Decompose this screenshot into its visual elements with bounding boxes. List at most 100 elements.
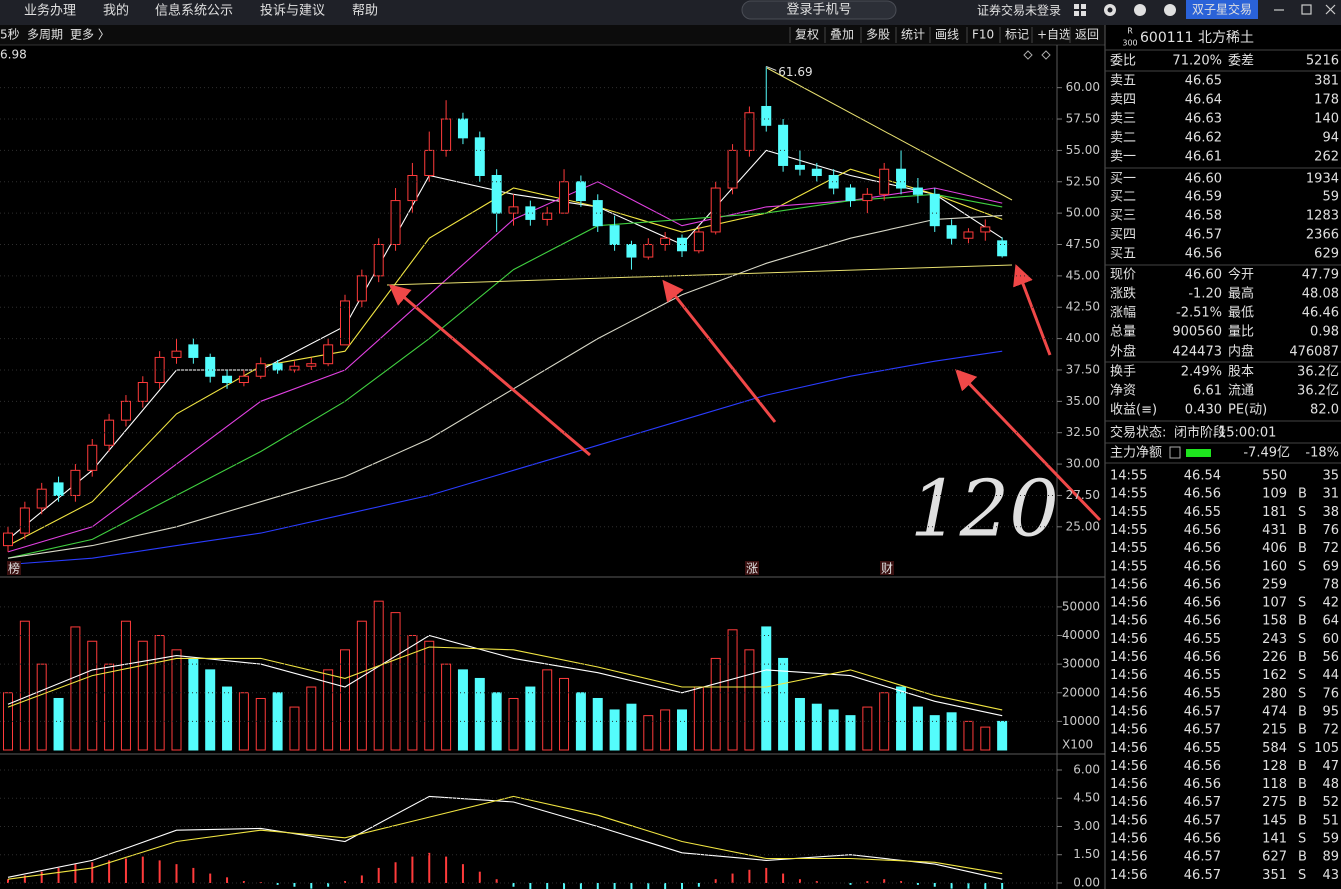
book-label: 买四 (1110, 228, 1136, 243)
tick-price: 46.56 (1184, 759, 1221, 774)
menu-item[interactable]: 帮助 (352, 4, 378, 19)
toolbar-button[interactable]: 复权 (795, 28, 819, 42)
event-marker: 涨 (746, 561, 758, 576)
macd-bar (546, 882, 549, 889)
indicator-label: 6.98 (0, 48, 27, 62)
toolbar-button[interactable]: +自选 (1037, 28, 1071, 42)
candle-body (222, 375, 233, 384)
window-controls[interactable] (1274, 4, 1336, 15)
stat-value: 900560 (1172, 325, 1222, 340)
candle-body (946, 225, 957, 239)
toolbar-button[interactable]: F10 (972, 28, 994, 42)
volume-bar (727, 629, 738, 751)
tick-count: 56 (1322, 650, 1339, 665)
book-label: 买三 (1110, 209, 1136, 224)
toolbar-button[interactable]: 标记 (1005, 28, 1029, 42)
candle-body (137, 382, 148, 402)
ratio-value: 5216 (1306, 54, 1339, 69)
tick-volume: 109 (1262, 487, 1287, 502)
tick-count: 59 (1322, 832, 1339, 847)
stat-label: 外盘 (1110, 344, 1136, 360)
book-label: 卖二 (1110, 131, 1136, 146)
toolbar-button[interactable]: 叠加 (830, 28, 854, 42)
y-tick-label: 55.00 (1066, 143, 1100, 157)
tick-price: 46.56 (1184, 523, 1221, 538)
tick-price: 46.55 (1184, 632, 1221, 647)
stock-code: 600111 (1140, 30, 1193, 46)
moving-average (7, 168, 1003, 547)
toolbar-button[interactable]: 画线 (935, 28, 959, 42)
flow-value: -7.49亿 (1243, 446, 1290, 461)
volume-bar (609, 709, 620, 751)
candle-body (963, 231, 974, 239)
toolbar-item[interactable]: 5秒 (0, 28, 20, 42)
tick-price: 46.56 (1184, 650, 1221, 665)
volume-bar (896, 686, 907, 751)
volume-bar (643, 715, 654, 751)
tick-volume: 627 (1262, 850, 1287, 865)
stat-label: 换手 (1110, 365, 1136, 380)
volume-bar (222, 686, 233, 751)
stat-value: -2.51% (1176, 306, 1222, 321)
menu-item[interactable]: 投诉与建议 (260, 3, 325, 19)
tick-time: 14:56 (1110, 704, 1147, 719)
login-status[interactable]: 证券交易未登录 (977, 3, 1061, 18)
trade-button-bg[interactable] (1186, 0, 1258, 19)
candle-body (660, 237, 671, 245)
stat-value: 82.0 (1310, 403, 1339, 418)
tick-price: 46.56 (1184, 559, 1221, 574)
menu-item[interactable]: 信息系统公示 (155, 3, 233, 19)
volume-bar (457, 669, 468, 751)
book-label: 买二 (1110, 190, 1136, 205)
stat-label: 股本 (1228, 365, 1254, 380)
book-volume: 381 (1314, 74, 1339, 89)
toolbar-item[interactable]: 多周期 (27, 28, 63, 42)
toolbar-button[interactable]: 返回 (1075, 28, 1099, 42)
login-button-bg[interactable] (741, 0, 897, 20)
tick-count: 42 (1322, 596, 1339, 611)
stat-label: 内盘 (1228, 344, 1254, 360)
tick-side: B (1298, 704, 1307, 719)
macd-bar (697, 882, 700, 887)
menu-item[interactable]: 业务办理 (24, 3, 76, 19)
volume-bar (36, 663, 47, 751)
candle-body (424, 149, 435, 176)
tick-side: S (1298, 505, 1306, 520)
y-tick-label: 42.50 (1066, 300, 1100, 314)
candle-body (340, 300, 350, 346)
toolbar-button[interactable]: 多股 (866, 28, 890, 42)
y-tick-label: 25.00 (1066, 519, 1100, 533)
trade-button[interactable]: 双子星交易 (1192, 2, 1252, 17)
menu-item[interactable]: 我的 (103, 3, 129, 19)
tick-count: 35 (1322, 469, 1339, 484)
macd-bar (731, 873, 734, 883)
candle-body (980, 226, 991, 233)
tick-side: S (1298, 741, 1306, 756)
tick-time: 14:56 (1110, 723, 1147, 738)
tick-count: 47 (1322, 759, 1339, 774)
volume-bar (912, 706, 923, 751)
tick-time: 14:56 (1110, 868, 1147, 883)
tick-time: 14:56 (1110, 795, 1147, 810)
macd-bar (478, 871, 481, 883)
tick-time: 14:56 (1110, 850, 1147, 865)
macd-bar (377, 867, 380, 883)
y-tick-label: 50000 (1062, 599, 1100, 613)
pane-icons[interactable] (1023, 50, 1051, 60)
macd-line (7, 795, 1003, 880)
volume-bar (929, 715, 940, 751)
candle-body (862, 193, 873, 202)
toolbar-button[interactable]: 统计 (901, 28, 925, 42)
arrow (388, 284, 591, 457)
tick-price: 46.55 (1184, 686, 1221, 701)
macd-bar (91, 862, 94, 883)
book-volume: 1934 (1306, 172, 1339, 187)
volume-bar (19, 620, 30, 751)
stat-label: 总量 (1110, 325, 1136, 340)
volume-bar (104, 663, 115, 751)
candle-body (120, 400, 131, 421)
login-button[interactable]: 登录手机号 (786, 3, 851, 18)
candle-body (896, 168, 907, 189)
toolbar-item[interactable]: 更多 〉 (70, 28, 110, 42)
candle-body (70, 469, 81, 496)
